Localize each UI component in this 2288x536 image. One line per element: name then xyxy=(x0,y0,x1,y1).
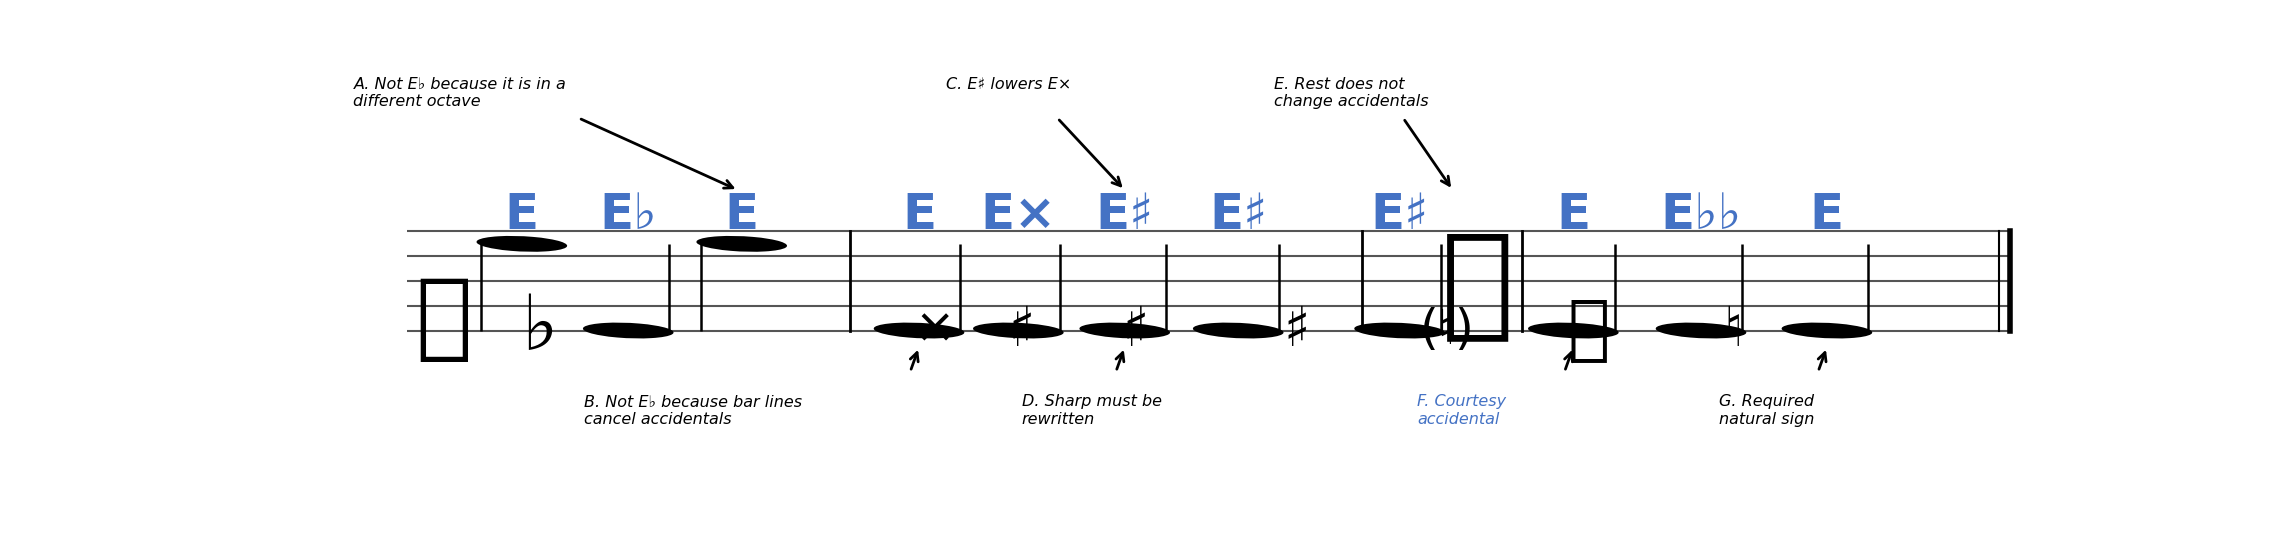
Text: ♭: ♭ xyxy=(522,292,558,366)
Text: ♮: ♮ xyxy=(1723,303,1743,358)
Ellipse shape xyxy=(696,236,787,252)
Text: E♯: E♯ xyxy=(1208,191,1268,240)
Text: C. E♯ lowers E×: C. E♯ lowers E× xyxy=(945,77,1071,92)
Ellipse shape xyxy=(1528,323,1618,338)
Text: ♯: ♯ xyxy=(1009,303,1034,358)
Text: ♯: ♯ xyxy=(1284,303,1309,358)
Text: 𝄫: 𝄫 xyxy=(1567,295,1611,364)
Text: B. Not E♭ because bar lines
cancel accidentals: B. Not E♭ because bar lines cancel accid… xyxy=(583,394,803,427)
Text: E: E xyxy=(901,191,936,240)
Ellipse shape xyxy=(1080,323,1169,338)
Text: E: E xyxy=(1556,191,1590,240)
Text: F. Courtesy
accidental: F. Courtesy accidental xyxy=(1416,394,1506,427)
Text: 𝄞: 𝄞 xyxy=(416,273,471,363)
Text: E×: E× xyxy=(979,191,1057,240)
Text: E: E xyxy=(1810,191,1844,240)
Ellipse shape xyxy=(583,323,673,338)
Text: E. Rest does not
change accidentals: E. Rest does not change accidentals xyxy=(1274,77,1428,109)
Ellipse shape xyxy=(1782,323,1872,338)
Ellipse shape xyxy=(1354,323,1446,338)
Text: E♯: E♯ xyxy=(1096,191,1153,240)
Ellipse shape xyxy=(1192,323,1284,338)
Text: D. Sharp must be
rewritten: D. Sharp must be rewritten xyxy=(1023,394,1162,427)
Text: E: E xyxy=(725,191,760,240)
Text: 𝄽: 𝄽 xyxy=(1441,227,1515,345)
Text: A. Not E♭ because it is in a
different octave: A. Not E♭ because it is in a different o… xyxy=(352,77,565,109)
Text: ♯: ♯ xyxy=(1121,303,1149,358)
Ellipse shape xyxy=(1657,323,1746,338)
Text: ×: × xyxy=(913,306,954,353)
Ellipse shape xyxy=(476,236,567,252)
Text: E♭♭: E♭♭ xyxy=(1661,191,1741,240)
Ellipse shape xyxy=(972,323,1064,338)
Text: E♭: E♭ xyxy=(599,191,657,240)
Ellipse shape xyxy=(874,323,963,338)
Text: E♯: E♯ xyxy=(1371,191,1428,240)
Text: E: E xyxy=(506,191,540,240)
Text: (♮): (♮) xyxy=(1419,307,1473,354)
Text: G. Required
natural sign: G. Required natural sign xyxy=(1718,394,1814,427)
